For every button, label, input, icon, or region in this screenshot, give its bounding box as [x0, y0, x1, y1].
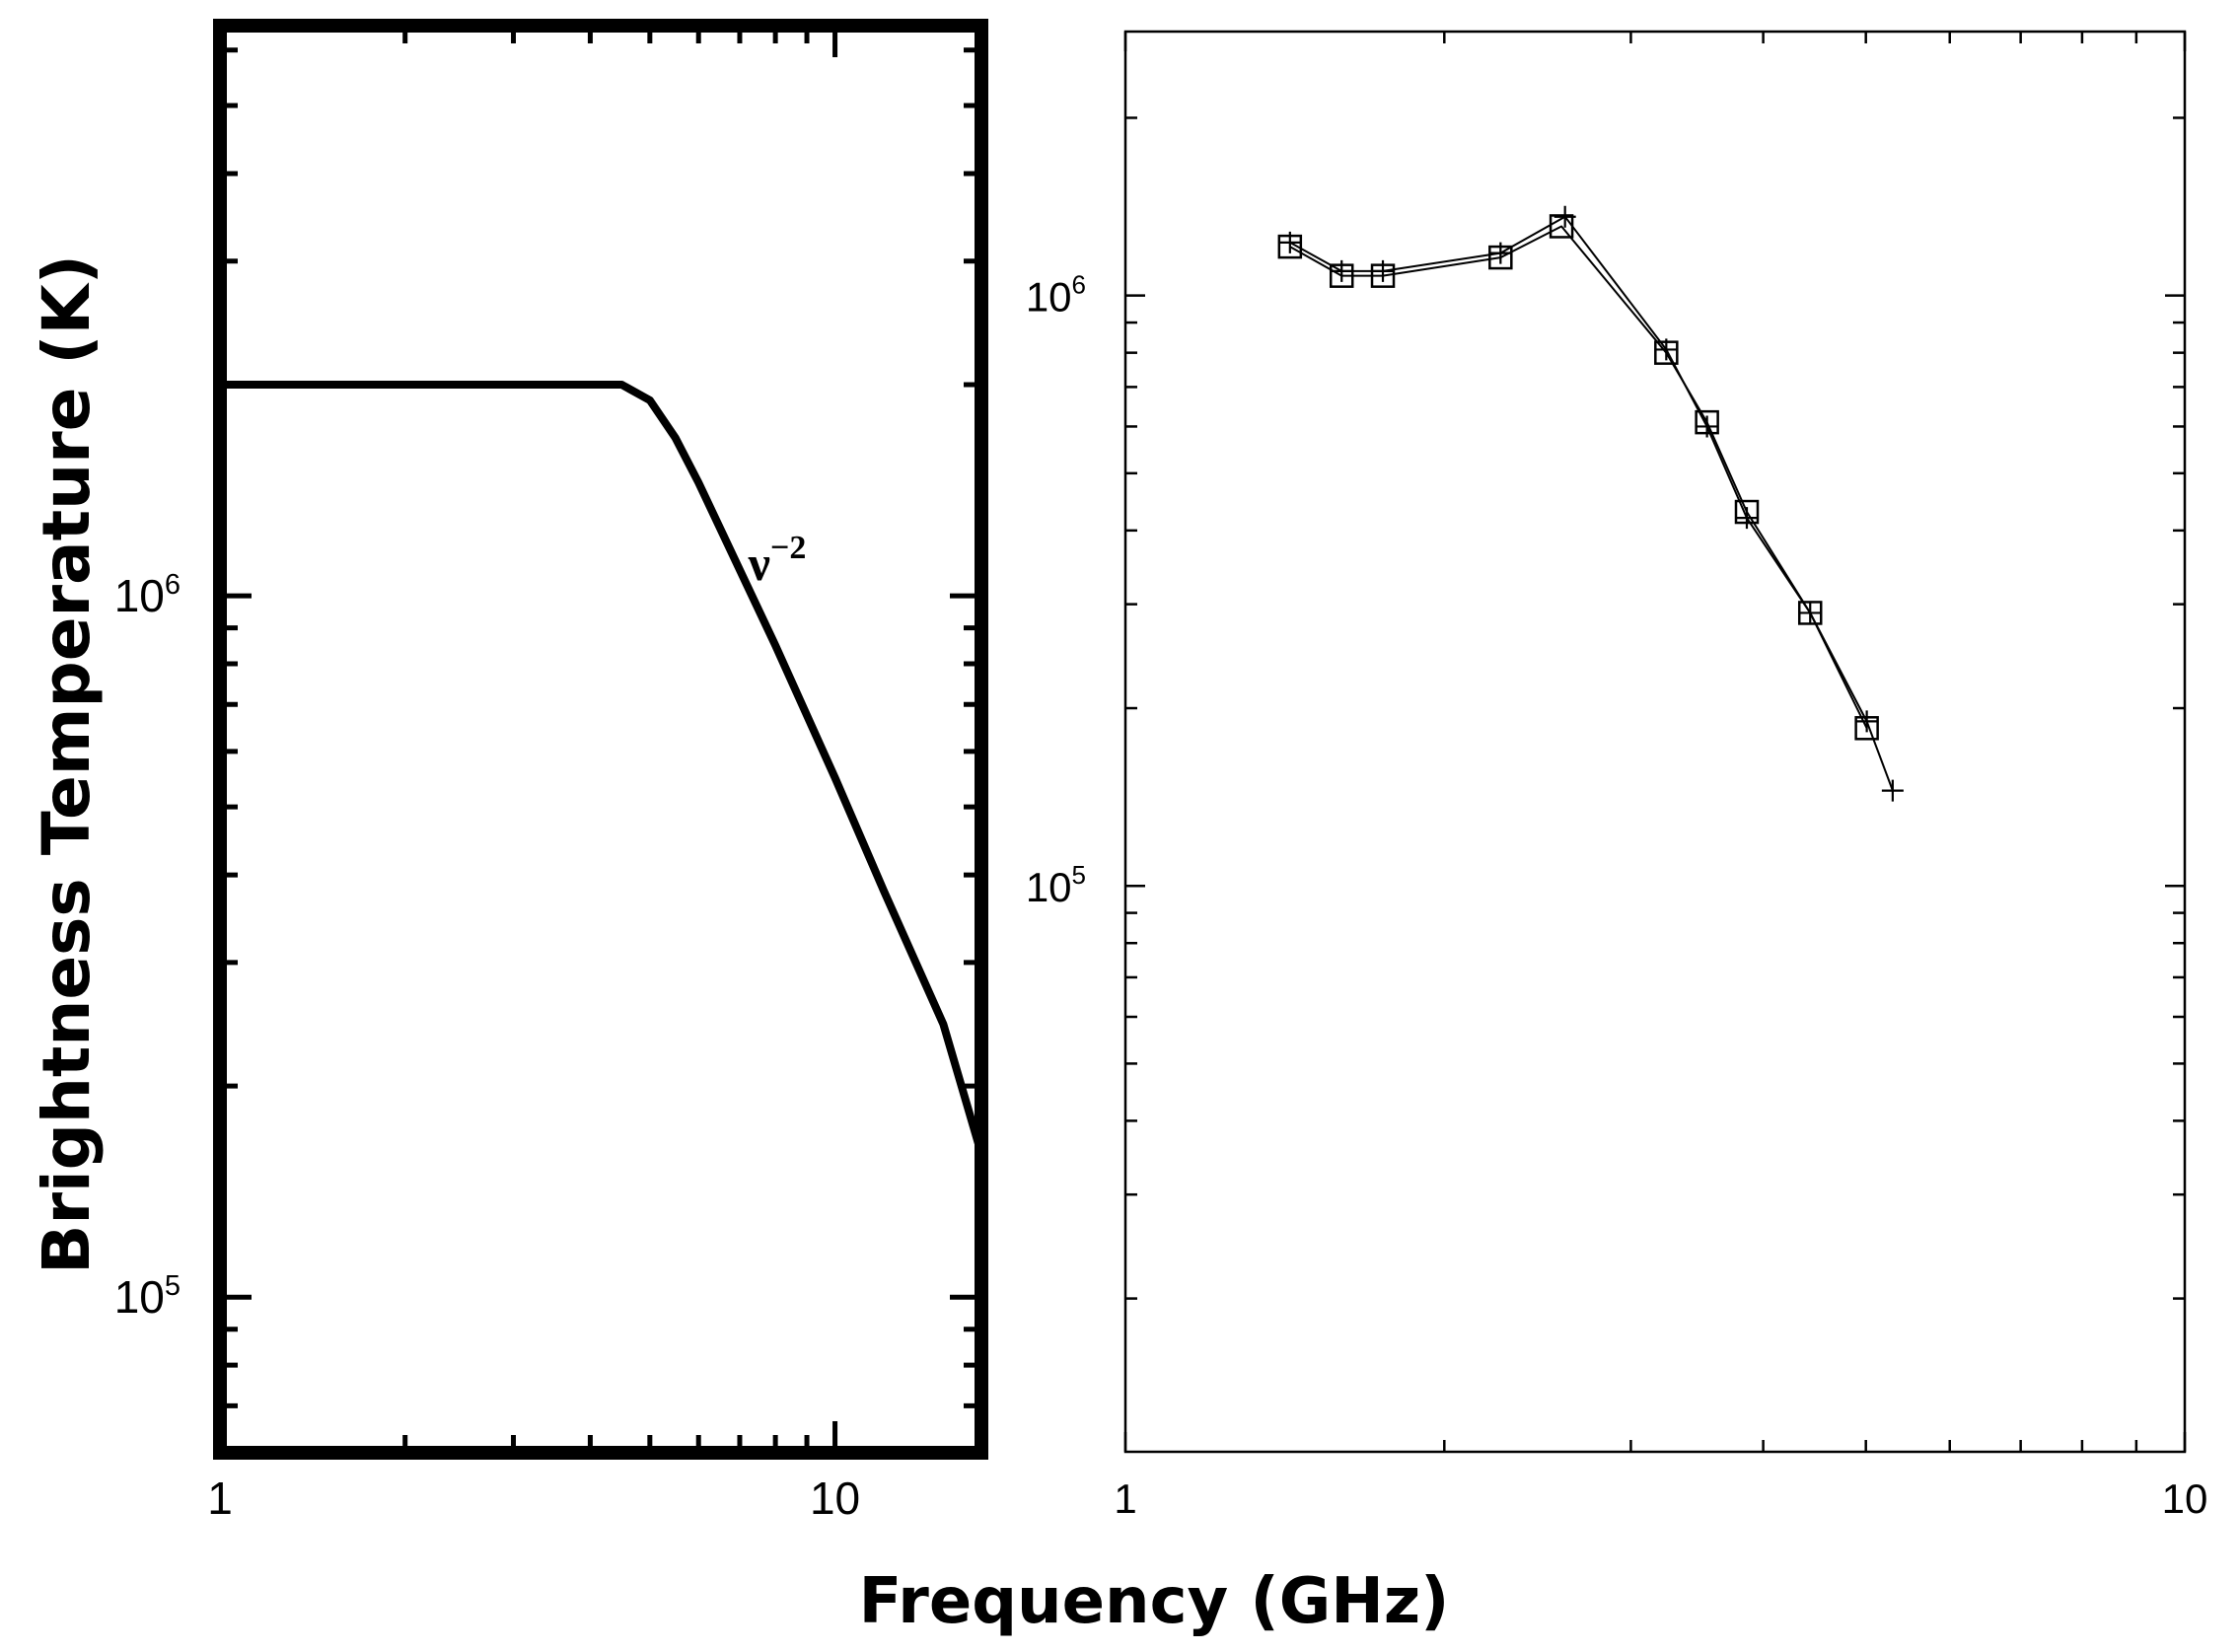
y-tick-exponent: 6 [165, 569, 181, 601]
plus-marker [1855, 710, 1878, 733]
left-plot-frame [213, 19, 988, 1460]
series-line [1289, 225, 1868, 729]
x-axis-label: Frequency (GHz) [859, 1565, 1450, 1638]
y-axis-label: Brightness Temperature (K) [29, 254, 105, 1274]
plus-marker [1554, 205, 1576, 228]
plus-marker [1735, 507, 1758, 530]
y-tick-exponent: 6 [1072, 270, 1086, 300]
plus-marker [1696, 415, 1718, 438]
plus-marker [1278, 231, 1301, 253]
plus-marker [1799, 602, 1822, 624]
series-line [220, 381, 985, 1156]
left-axis-ticks [217, 26, 981, 1456]
left-series-group [220, 381, 985, 1156]
y-tick-exponent: 5 [1072, 860, 1086, 890]
x-tick-label: 10 [2162, 1475, 2208, 1522]
plus-marker [1331, 259, 1353, 282]
plus-marker [1372, 259, 1395, 282]
annotation-exponent: −2 [770, 530, 806, 566]
y-tick-exponent: 5 [165, 1270, 181, 1302]
plus-marker [1881, 779, 1904, 802]
plus-marker [1655, 338, 1678, 361]
plus-marker [1489, 242, 1512, 264]
right-series-group [1277, 205, 1904, 802]
x-tick-label: 1 [1114, 1475, 1136, 1522]
right-axis-ticks [1123, 32, 2187, 1452]
x-tick-label: 10 [810, 1472, 860, 1524]
right-plot-frame [1123, 30, 2187, 1454]
x-tick-label: 1 [207, 1472, 233, 1524]
